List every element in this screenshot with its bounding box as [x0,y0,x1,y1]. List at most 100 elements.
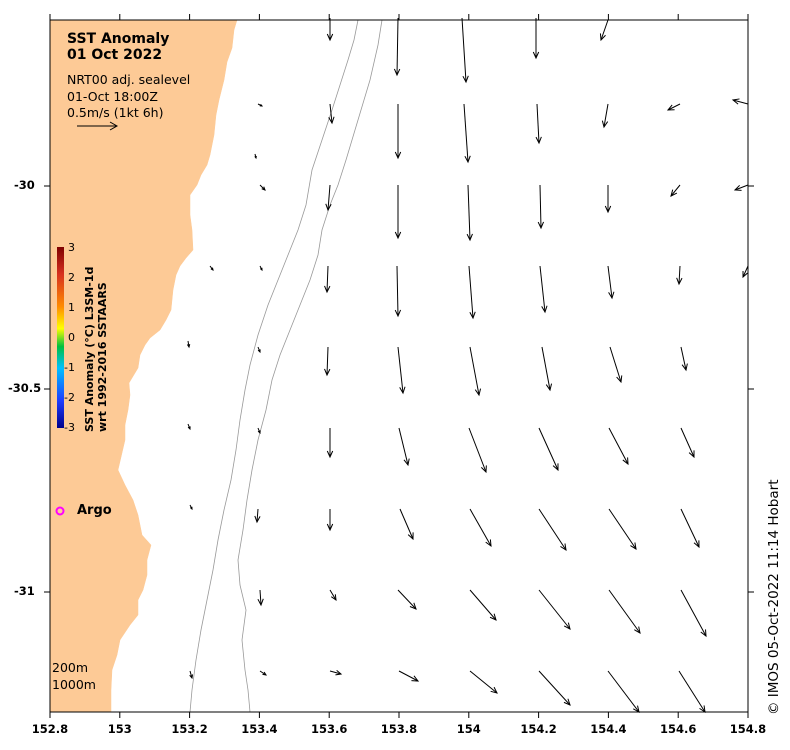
current-vector [609,346,623,384]
current-vector [731,98,749,105]
colorbar [57,247,64,428]
current-vector [468,427,487,474]
vector-scale-arrow [77,121,119,131]
y-tick-label: -30 [14,178,35,192]
x-tick-label: 154 [456,722,481,736]
current-vector [187,423,191,431]
current-vector [324,346,331,377]
colorbar-tick: 0 [68,331,75,344]
current-vector [257,346,261,354]
current-vector [189,504,193,511]
current-vector [678,670,706,714]
colorbar-tick: 3 [68,241,75,254]
current-vector [259,265,263,272]
current-vector [469,346,482,397]
current-vector [209,265,214,271]
current-vector [326,18,334,42]
colorbar-tick: 1 [68,301,75,314]
x-tick-label: 153.6 [310,722,348,736]
current-vector [469,508,492,548]
current-vector [257,589,264,607]
current-vector [466,184,473,242]
data-source: NRT00 adj. sealevel [67,72,191,87]
current-vector [326,509,334,532]
colorbar-tick: -3 [64,421,75,434]
isobath-200m [189,19,359,713]
current-vector [676,265,683,286]
current-vector [324,265,331,294]
map-date: 01 Oct 2022 [67,47,163,63]
y-tick-label: -30.5 [8,381,42,395]
current-vector [469,670,498,694]
colorbar-label-line2: wrt 1992-2016 SSTAARS [96,282,109,432]
x-tick-label: 152.8 [31,722,69,736]
isobath-1000m-label: 1000m [52,677,96,692]
x-tick-label: 154.2 [520,722,557,736]
current-vector [608,427,629,466]
current-vector [541,346,553,392]
analysis-time: 01-Oct 18:00Z [67,89,158,104]
current-vector [399,508,414,541]
current-vector [538,508,567,552]
colorbar-label-line1: SST Anomaly (°C) L3SM-1d [83,266,96,432]
current-vector [538,589,571,630]
x-tick-label: 153.8 [380,722,418,736]
colorbar-tick: -1 [64,361,75,374]
current-vector [538,427,559,472]
current-vector [468,265,476,320]
current-vector [680,508,700,549]
current-vector [608,508,637,551]
coastline-land [49,19,238,713]
current-vector [394,265,402,318]
current-vector [259,670,268,676]
current-vector [608,589,641,634]
current-vector [733,184,749,191]
current-vector [742,265,749,279]
current-vector [680,427,695,459]
isobath-200m-label: 200m [52,660,89,675]
current-vector [254,153,257,160]
current-vector [535,103,542,145]
argo-label: Argo [77,503,112,518]
x-tick-label: 154.4 [590,722,627,736]
current-vector [393,17,401,77]
x-tick-label: 153.4 [241,722,278,736]
current-vector [532,18,540,60]
current-vector [328,103,335,125]
current-vector [397,589,417,610]
current-vector [329,589,337,602]
current-vector [601,103,609,129]
isobath-1000m [237,19,383,713]
current-vector [537,184,545,230]
map-title: SST Anomaly [67,31,170,47]
argo-marker [55,506,65,516]
current-vector [186,340,191,349]
y-tick-label: -31 [14,584,35,598]
current-vector [607,265,615,300]
imos-credit: © IMOS 05-Oct-2022 11:14 Hobart [766,479,782,716]
x-tick-label: 153 [107,722,132,736]
current-vector [325,184,332,212]
current-vector [680,589,707,638]
current-vector [257,103,264,107]
current-vector [607,670,640,713]
current-vector [599,19,609,42]
current-vector [326,428,334,459]
current-vector [397,346,406,395]
current-vector [463,103,471,164]
current-vector [259,184,266,191]
current-vector [329,670,343,676]
colorbar-label: SST Anomaly (°C) L3SM-1d wrt 1992-2016 S… [83,232,109,432]
current-vector [189,670,194,680]
vector-scale-label: 0.5m/s (1kt 6h) [67,105,164,120]
current-vector [680,346,688,372]
current-vector [469,589,497,621]
current-vector [398,670,420,682]
x-tick-label: 154.8 [729,722,767,736]
current-vector [604,185,612,214]
current-vector [538,670,571,706]
current-vector [257,427,261,435]
current-vector [398,427,410,467]
x-tick-label: 153.2 [171,722,208,736]
